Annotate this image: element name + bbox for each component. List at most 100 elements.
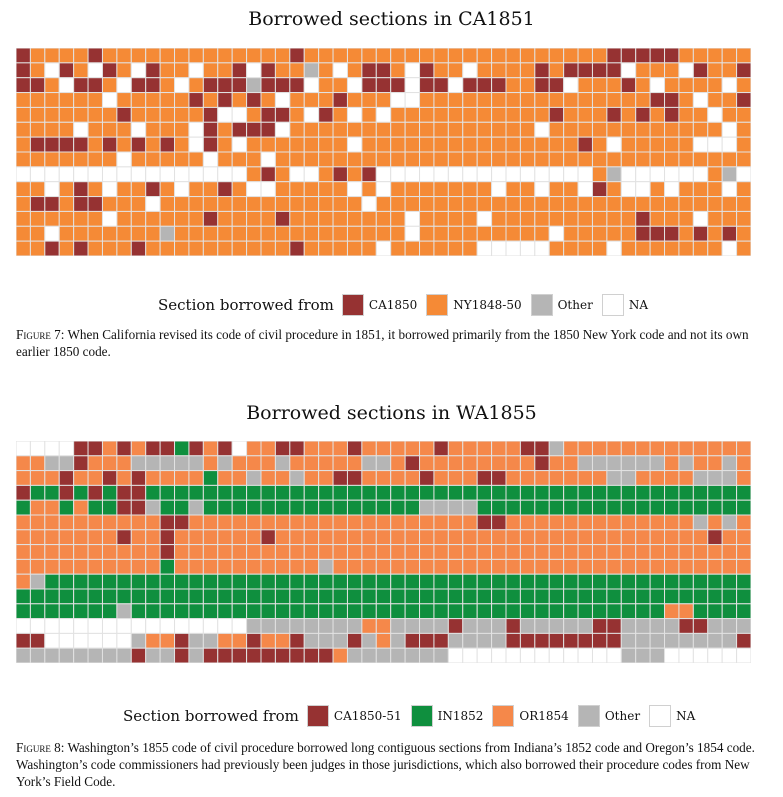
cell-r6-c6 bbox=[101, 136, 118, 153]
cell-r6-c1 bbox=[29, 529, 46, 546]
cell-r0-c14 bbox=[217, 48, 233, 64]
cell-r6-c49 bbox=[721, 529, 738, 546]
cell-r6-c30 bbox=[447, 529, 464, 546]
cell-r10-c33 bbox=[491, 588, 507, 605]
cell-r7-c38 bbox=[563, 544, 579, 560]
cell-r4-c43 bbox=[635, 499, 651, 516]
cell-r4-c18 bbox=[274, 106, 291, 123]
cell-r12-c36 bbox=[534, 618, 550, 634]
cell-r11-c38 bbox=[563, 210, 579, 227]
cell-r1-c23 bbox=[346, 455, 363, 472]
cell-r10-c38 bbox=[563, 588, 579, 605]
cell-r13-c17 bbox=[260, 240, 276, 256]
cell-r7-c50 bbox=[736, 151, 751, 168]
cell-r10-c34 bbox=[505, 196, 521, 212]
cell-r1-c49 bbox=[721, 62, 738, 79]
cell-r12-c43 bbox=[635, 618, 651, 634]
cell-r11-c49 bbox=[721, 603, 738, 620]
legend-swatch-or1854 bbox=[492, 705, 515, 727]
cell-r7-c49 bbox=[721, 151, 738, 168]
cell-r3-c32 bbox=[476, 92, 493, 108]
cell-r14-c49 bbox=[721, 647, 738, 663]
cell-r2-c0 bbox=[16, 470, 31, 486]
cell-r8-c10 bbox=[159, 558, 176, 575]
cell-r12-c8 bbox=[130, 225, 147, 242]
cell-r9-c49 bbox=[721, 181, 738, 198]
cell-r1-c33 bbox=[491, 62, 507, 79]
cell-r13-c13 bbox=[202, 240, 219, 256]
cell-r2-c16 bbox=[246, 470, 262, 486]
cell-r2-c1 bbox=[29, 470, 46, 486]
cell-r7-c8 bbox=[130, 151, 147, 168]
cell-r2-c6 bbox=[101, 470, 118, 486]
cell-r13-c33 bbox=[491, 632, 507, 649]
cell-r6-c26 bbox=[390, 136, 406, 153]
cell-r8-c32 bbox=[476, 558, 493, 575]
cell-r11-c34 bbox=[505, 603, 521, 620]
cell-r12-c13 bbox=[202, 225, 219, 242]
cell-r6-c6 bbox=[101, 529, 118, 546]
cell-r10-c30 bbox=[447, 588, 464, 605]
cell-r12-c26 bbox=[390, 225, 406, 242]
cell-r4-c46 bbox=[678, 499, 694, 516]
cell-r7-c17 bbox=[260, 544, 276, 560]
cell-r9-c34 bbox=[505, 181, 521, 198]
cell-r7-c32 bbox=[476, 151, 493, 168]
cell-r5-c39 bbox=[577, 121, 593, 138]
cell-r4-c33 bbox=[491, 499, 507, 516]
cell-r7-c19 bbox=[289, 544, 305, 560]
cell-r12-c48 bbox=[707, 225, 723, 242]
cell-r10-c4 bbox=[73, 588, 89, 605]
cell-r5-c19 bbox=[289, 514, 305, 531]
cell-r2-c48 bbox=[707, 77, 723, 94]
cell-r10-c26 bbox=[390, 196, 406, 212]
cell-r10-c14 bbox=[217, 196, 233, 212]
cell-r4-c40 bbox=[591, 106, 608, 123]
cell-r1-c6 bbox=[101, 62, 118, 79]
cell-r14-c34 bbox=[505, 647, 521, 663]
cell-r12-c7 bbox=[116, 225, 132, 242]
cell-r7-c0 bbox=[16, 544, 31, 560]
cell-r6-c38 bbox=[563, 529, 579, 546]
cell-r11-c28 bbox=[419, 603, 435, 620]
legend-swatch-na bbox=[601, 294, 624, 316]
cell-r3-c33 bbox=[491, 484, 507, 501]
cell-r0-c23 bbox=[346, 48, 363, 64]
cell-r3-c46 bbox=[678, 92, 694, 108]
cell-r3-c45 bbox=[664, 484, 680, 501]
cell-r4-c22 bbox=[332, 106, 348, 123]
cell-r6-c46 bbox=[678, 136, 694, 153]
cell-r5-c29 bbox=[433, 514, 449, 531]
cell-r4-c40 bbox=[591, 499, 608, 516]
cell-r1-c47 bbox=[692, 62, 709, 79]
cell-r12-c29 bbox=[433, 225, 449, 242]
cell-r6-c39 bbox=[577, 136, 593, 153]
cell-r2-c7 bbox=[116, 470, 132, 486]
cell-r9-c43 bbox=[635, 573, 651, 590]
cell-r2-c35 bbox=[519, 77, 536, 94]
cell-r7-c9 bbox=[145, 151, 161, 168]
cell-r14-c23 bbox=[346, 647, 363, 663]
cell-r7-c40 bbox=[591, 151, 608, 168]
cell-r7-c2 bbox=[44, 544, 60, 560]
cell-r9-c37 bbox=[548, 573, 565, 590]
cell-r2-c40 bbox=[591, 77, 608, 94]
cell-r11-c37 bbox=[548, 603, 565, 620]
cell-r12-c15 bbox=[231, 225, 248, 242]
cell-r14-c12 bbox=[188, 647, 204, 663]
chart2-legend: Section borrowed from CA1850-51 IN1852 OR1… bbox=[123, 705, 704, 727]
cell-r9-c28 bbox=[419, 181, 435, 198]
cell-r2-c33 bbox=[491, 470, 507, 486]
cell-r7-c26 bbox=[390, 544, 406, 560]
chart2-grid bbox=[16, 441, 751, 663]
cell-r0-c24 bbox=[361, 48, 377, 64]
cell-r3-c39 bbox=[577, 92, 593, 108]
cell-r1-c20 bbox=[303, 62, 320, 79]
cell-r8-c3 bbox=[58, 166, 75, 183]
cell-r6-c11 bbox=[174, 136, 190, 153]
cell-r5-c37 bbox=[548, 514, 565, 531]
cell-r3-c34 bbox=[505, 92, 521, 108]
cell-r12-c23 bbox=[346, 225, 363, 242]
cell-r5-c18 bbox=[274, 121, 291, 138]
cell-r5-c40 bbox=[591, 514, 608, 531]
